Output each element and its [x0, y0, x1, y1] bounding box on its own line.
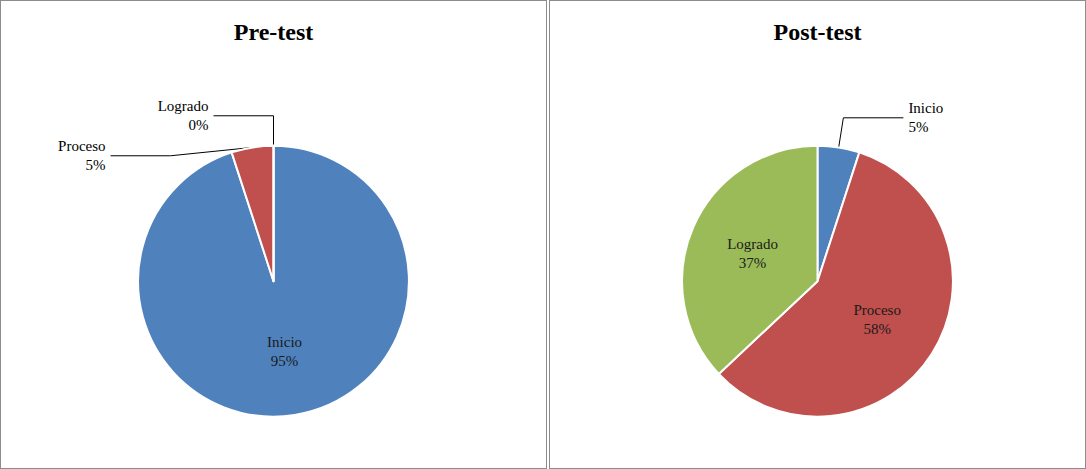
svg-text:5%: 5% — [86, 157, 106, 173]
svg-text:Proceso: Proceso — [853, 302, 901, 318]
svg-text:37%: 37% — [739, 255, 767, 271]
svg-text:Inicio: Inicio — [908, 100, 943, 116]
svg-text:Pre-test: Pre-test — [234, 19, 314, 45]
svg-text:95%: 95% — [271, 353, 299, 369]
svg-text:Logrado: Logrado — [727, 236, 778, 252]
svg-text:5%: 5% — [908, 119, 928, 135]
svg-text:58%: 58% — [863, 321, 891, 337]
svg-text:0%: 0% — [189, 117, 209, 133]
svg-text:Logrado: Logrado — [158, 98, 209, 114]
svg-text:Proceso: Proceso — [58, 138, 106, 154]
svg-text:Post-test: Post-test — [774, 19, 862, 45]
svg-text:Inicio: Inicio — [267, 334, 302, 350]
